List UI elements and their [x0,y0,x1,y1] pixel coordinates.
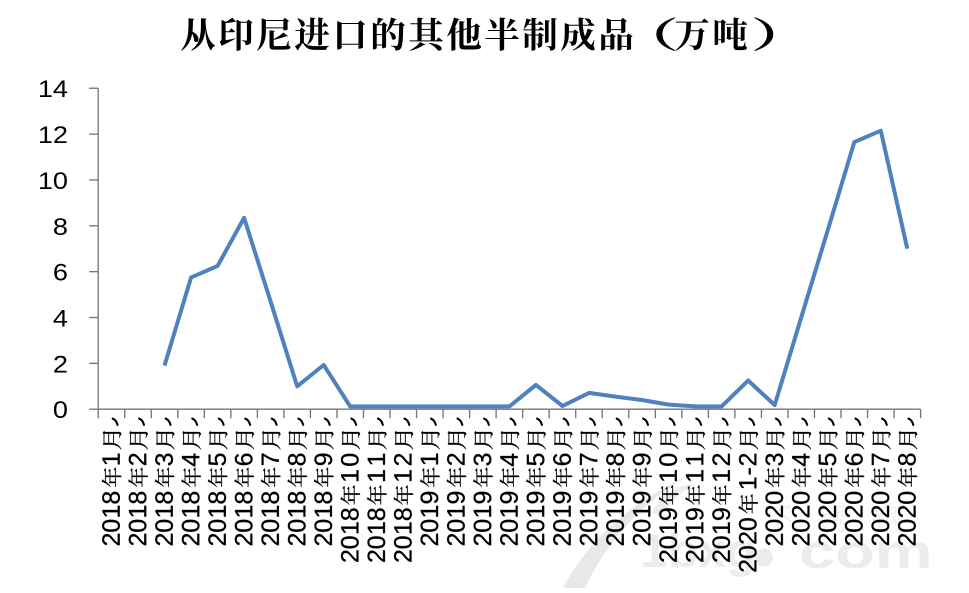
svg-text:2: 2 [53,352,68,378]
svg-text:1bxg: 1bxg [640,525,756,577]
svg-text:com: com [799,527,933,579]
svg-text:14: 14 [38,77,68,103]
svg-text:12: 12 [38,122,68,148]
svg-text:4: 4 [53,306,68,332]
svg-text:8: 8 [53,214,68,240]
svg-text:6: 6 [53,260,68,286]
svg-text:0: 0 [53,398,68,424]
svg-text:10: 10 [38,168,68,194]
